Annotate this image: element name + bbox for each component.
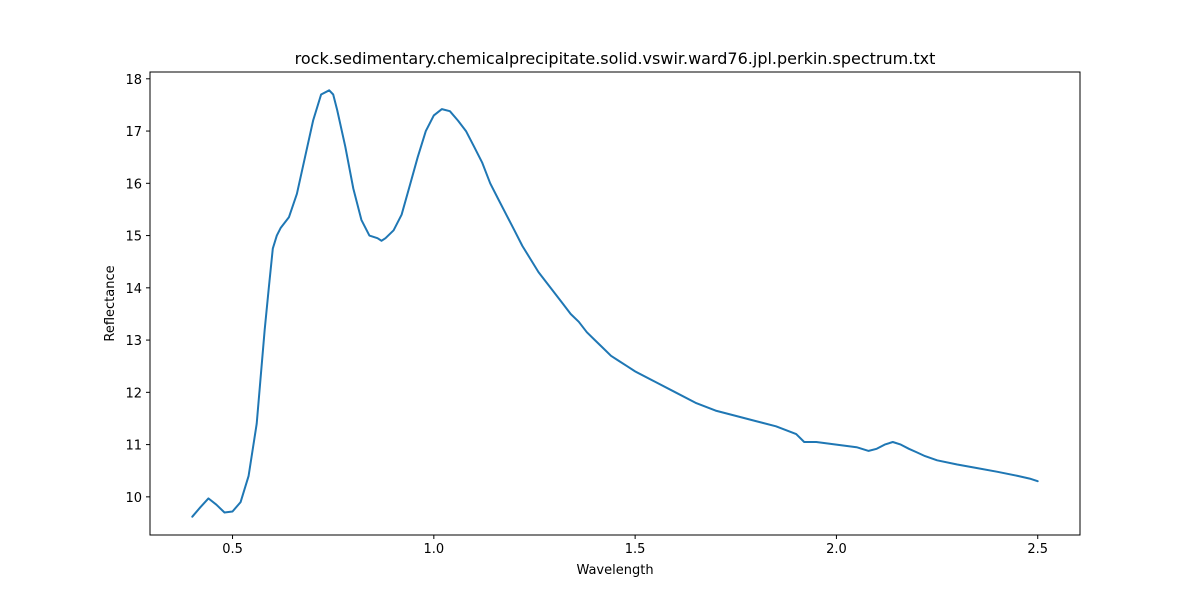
y-tick-label: 12 [125,386,142,401]
y-tick-label: 10 [125,491,142,506]
y-tick-label: 14 [125,282,142,297]
axis-ticks: 0.5 1.0 1.5 2.0 2.5 10 11 12 13 14 15 16 17 18 [125,73,1048,557]
y-tick-label: 17 [125,125,142,140]
chart-title: rock.sedimentary.chemicalprecipitate.sol… [295,49,936,68]
x-tick-label: 0.5 [222,542,243,557]
plot-frame [149,71,1081,536]
y-tick-label: 16 [125,177,142,192]
series-line [191,89,1039,518]
y-tick-label: 13 [125,334,142,349]
y-tick-label: 11 [125,439,142,454]
x-tick-label: 1.5 [625,542,646,557]
y-tick-label: 18 [125,73,142,88]
x-tick-label: 1.0 [423,542,444,557]
x-tick-label: 2.0 [826,542,847,557]
x-axis-label: Wavelength [576,563,653,578]
y-tick-label: 15 [125,230,142,245]
x-tick-label: 2.5 [1027,542,1048,557]
y-axis-label: Reflectance [103,265,118,341]
